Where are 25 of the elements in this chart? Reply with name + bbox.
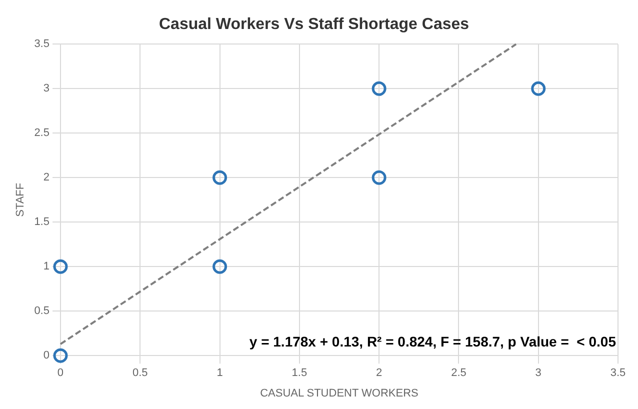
x-tick-label: 0.5 <box>132 367 148 380</box>
y-tick-label: 0.5 <box>34 305 50 318</box>
x-tick-label: 3.5 <box>610 367 626 380</box>
point <box>372 81 386 96</box>
y-tick-label: 1.5 <box>34 216 50 228</box>
x-tick-label: 2 <box>376 367 382 380</box>
y-tick-label: 3 <box>43 82 50 95</box>
point <box>212 170 228 185</box>
y-tick-label: 2.5 <box>34 127 50 140</box>
point <box>212 259 228 274</box>
x-tick-label: 1 <box>216 367 223 380</box>
y-tick-label: 2 <box>43 172 50 184</box>
chart-title: Casual Workers Vs Staff Shortage Cases <box>158 16 470 34</box>
x-tick-label: 0 <box>57 367 64 380</box>
x-tick-label: 1.5 <box>292 367 308 380</box>
y-tick-label: 3.5 <box>34 38 50 50</box>
y-axis-title: STAFF <box>14 182 27 217</box>
y-tick-label: 1 <box>43 260 50 273</box>
point <box>372 170 386 185</box>
point <box>531 81 546 96</box>
annotation: y = 1.178x + 0.13, R² = 0.824, F = 158.7, p Value = < 0.05 <box>249 333 616 350</box>
x-axis-title: CASUAL STUDENT WORKERS <box>260 387 418 400</box>
y-tick-label: 0 <box>43 350 50 362</box>
x-tick-label: 3 <box>535 367 542 380</box>
x-tick-label: 2.5 <box>451 367 466 380</box>
